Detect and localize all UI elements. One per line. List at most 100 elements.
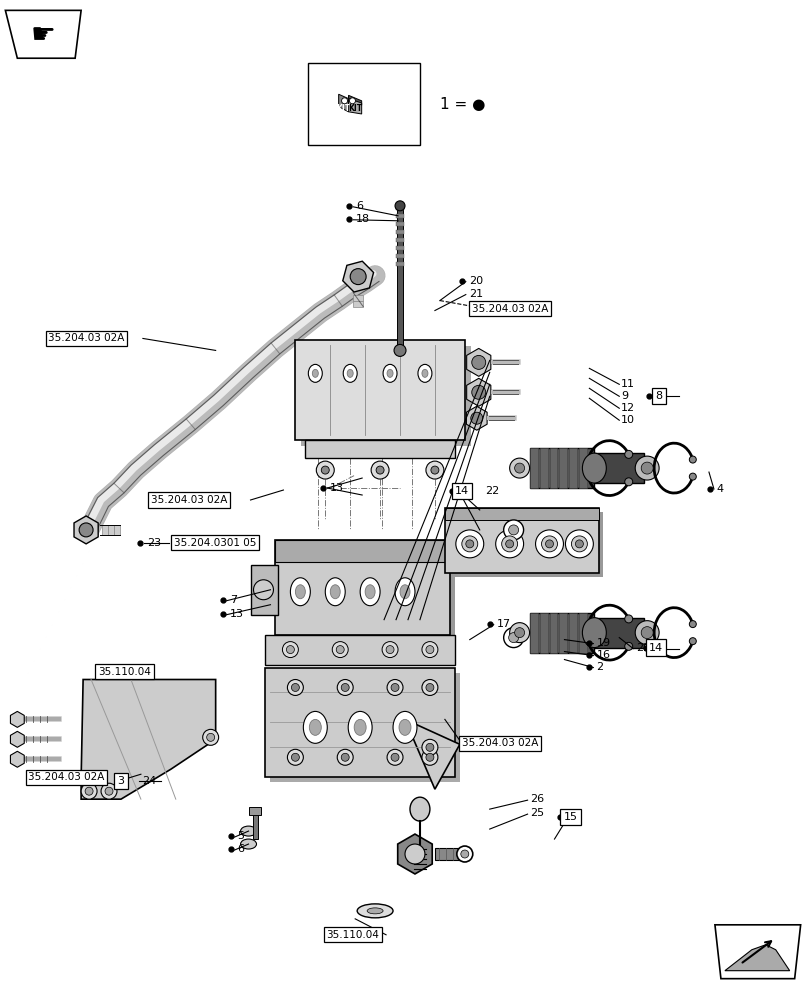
Bar [295,340,464,440]
Bar [549,448,557,488]
Ellipse shape [461,850,468,858]
Ellipse shape [400,585,410,599]
Ellipse shape [503,520,523,540]
Ellipse shape [426,743,433,751]
Text: 12: 12 [620,403,634,413]
Ellipse shape [336,646,344,654]
Ellipse shape [341,683,349,691]
Ellipse shape [367,908,383,914]
Ellipse shape [641,627,652,639]
Ellipse shape [422,749,437,765]
Ellipse shape [240,839,256,849]
Bar [539,448,547,488]
Ellipse shape [394,578,414,606]
Bar [114,525,120,535]
Ellipse shape [290,578,310,606]
Polygon shape [348,95,361,105]
Bar [397,206,402,350]
Polygon shape [724,945,789,971]
Bar [275,540,449,635]
Text: KIT: KIT [337,104,350,113]
Polygon shape [338,94,348,112]
Bar [435,848,464,860]
Ellipse shape [286,646,294,654]
Ellipse shape [350,269,366,285]
Ellipse shape [689,621,696,628]
Text: 22: 22 [484,486,499,496]
Bar [569,448,577,488]
Text: 25: 25 [530,808,544,818]
Ellipse shape [422,680,437,695]
Ellipse shape [337,749,353,765]
Ellipse shape [455,530,483,558]
Ellipse shape [471,355,485,369]
Ellipse shape [85,787,93,795]
Text: 35.110.04: 35.110.04 [326,930,379,940]
Ellipse shape [312,369,318,377]
Bar [353,295,363,301]
Ellipse shape [581,618,606,648]
Ellipse shape [426,646,433,654]
Ellipse shape [634,456,659,480]
Ellipse shape [371,461,388,479]
Ellipse shape [295,585,305,599]
Ellipse shape [431,466,439,474]
Bar [102,525,108,535]
Bar [308,63,419,145]
Ellipse shape [426,753,433,761]
Text: 13: 13 [230,609,243,619]
Ellipse shape [575,540,582,548]
Text: 8: 8 [654,391,662,401]
Bar [108,525,114,535]
Ellipse shape [422,739,437,755]
Bar [559,613,567,653]
Ellipse shape [624,450,632,458]
Ellipse shape [332,642,348,658]
Bar [251,565,278,615]
Bar [594,618,643,648]
Polygon shape [81,680,216,799]
Polygon shape [714,925,800,979]
Ellipse shape [581,453,606,483]
Ellipse shape [253,580,273,600]
Bar [265,635,454,665]
Polygon shape [11,731,24,747]
Text: 20: 20 [468,276,483,286]
Ellipse shape [291,753,299,761]
Polygon shape [466,378,490,406]
Ellipse shape [457,846,472,862]
Ellipse shape [347,369,353,377]
Text: 22: 22 [636,643,650,653]
Ellipse shape [503,628,523,648]
Ellipse shape [79,523,93,537]
Bar [396,262,404,266]
Text: 35.204.03 02A: 35.204.03 02A [461,738,538,748]
Ellipse shape [303,711,327,743]
Text: 18: 18 [356,214,370,224]
Text: 1 = ●: 1 = ● [440,97,485,112]
Ellipse shape [337,680,353,695]
Ellipse shape [394,201,405,211]
Text: 35.204.03 02A: 35.204.03 02A [471,304,547,314]
Ellipse shape [564,530,593,558]
Ellipse shape [387,680,402,695]
Bar [529,448,537,488]
Ellipse shape [309,719,321,735]
Ellipse shape [461,536,477,552]
Text: 15: 15 [563,812,577,822]
Ellipse shape [203,729,218,745]
Ellipse shape [641,462,652,474]
Text: ☛: ☛ [31,21,56,49]
Ellipse shape [101,783,117,799]
Polygon shape [342,261,373,292]
Ellipse shape [341,753,349,761]
Ellipse shape [545,540,553,548]
Bar [529,613,594,653]
Text: 6: 6 [356,201,363,211]
Text: 2: 2 [595,662,603,672]
Ellipse shape [466,540,473,548]
Ellipse shape [387,749,402,765]
Ellipse shape [471,385,485,399]
Bar [579,613,586,653]
Ellipse shape [365,585,375,599]
